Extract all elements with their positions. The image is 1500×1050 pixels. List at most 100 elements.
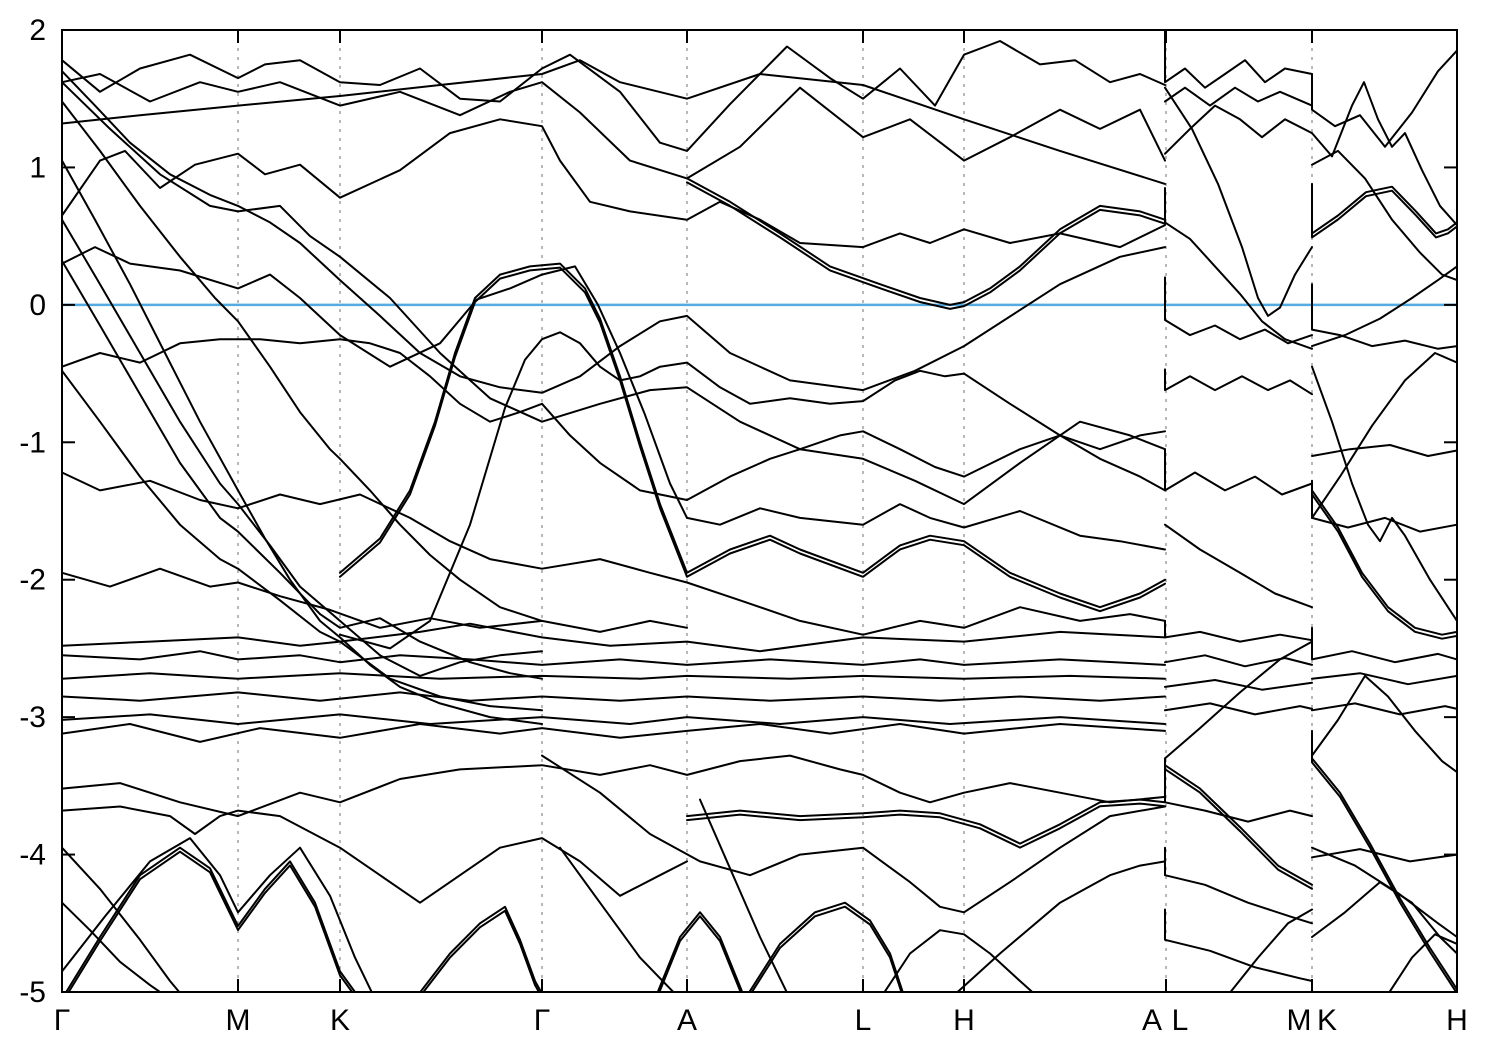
band-curve xyxy=(1311,729,1458,991)
band-curve xyxy=(1311,479,1458,533)
y-axis-labels: 2 1 0 -1 -2 -3 -4 -5 xyxy=(19,14,46,1009)
band-curve xyxy=(1311,702,1458,716)
band-curve xyxy=(339,262,1166,609)
band-curve xyxy=(1311,149,1458,282)
band-curve xyxy=(1311,846,1458,938)
y-axis-tick-label: -5 xyxy=(19,976,46,1009)
band-curve-twin xyxy=(339,266,1166,613)
band-curve xyxy=(61,81,1166,506)
band-curve xyxy=(1164,29,1313,89)
band-curve xyxy=(1164,846,1313,925)
band-curve xyxy=(61,59,1166,185)
band-curve xyxy=(61,691,1166,702)
band-curve xyxy=(61,650,1166,666)
band-curve xyxy=(1164,764,1313,886)
band-curve-twin xyxy=(66,850,355,993)
band-curve xyxy=(699,798,789,993)
plot-border xyxy=(61,29,1458,993)
x-axis-kpoint-label: A xyxy=(1142,1004,1162,1037)
band-curve xyxy=(61,723,1166,743)
band-curve xyxy=(1164,757,1313,823)
x-axis-kpoint-label: H xyxy=(1446,1004,1468,1037)
band-curve xyxy=(1228,908,1313,993)
band-curve xyxy=(1311,283,1458,350)
x-axis-kpoint-label: K xyxy=(1317,1004,1337,1037)
band-curve xyxy=(61,901,164,993)
band-curve xyxy=(1311,848,1458,863)
band-curve xyxy=(1164,86,1313,317)
band-curve xyxy=(1311,881,1458,955)
band-curve xyxy=(61,159,543,725)
x-axis-kpoint-label: K xyxy=(330,1004,350,1037)
band-curve xyxy=(61,837,374,993)
band-curve xyxy=(1311,489,1458,636)
band-curve xyxy=(1164,187,1313,350)
band-curve xyxy=(1311,265,1458,348)
band-curve xyxy=(61,567,688,633)
x-axis-kpoint-label: Γ xyxy=(54,1004,71,1037)
band-curve xyxy=(61,713,1166,725)
band-curve-twin xyxy=(1311,186,1458,239)
band-curve xyxy=(1164,679,1313,691)
band-curve xyxy=(1311,626,1458,664)
band-curve-twin xyxy=(657,915,743,993)
band-curve xyxy=(1311,672,1458,686)
x-axis-kpoint-label: L xyxy=(1172,1004,1189,1037)
x-axis-kpoint-label: M xyxy=(1287,1004,1312,1037)
band-curve xyxy=(61,672,1166,680)
band-curve xyxy=(1311,674,1458,774)
band-curve xyxy=(1311,182,1458,235)
band-curve xyxy=(61,338,1166,501)
band-curve xyxy=(1164,86,1313,107)
band-curve xyxy=(61,218,543,677)
band-curve xyxy=(1164,908,1313,982)
band-curve xyxy=(61,100,543,622)
band-curve xyxy=(1164,104,1313,155)
band-curve xyxy=(61,118,1166,249)
band-curve xyxy=(559,846,676,993)
band-curve xyxy=(1311,352,1458,519)
band-curve-twin xyxy=(1164,768,1313,890)
band-curve xyxy=(1311,444,1458,457)
band-curve xyxy=(1311,49,1458,148)
band-curve xyxy=(656,911,744,993)
band-curve xyxy=(64,846,357,993)
band-curve xyxy=(1164,448,1313,496)
y-axis-tick-label: -4 xyxy=(19,839,46,872)
band-curve xyxy=(1164,640,1313,760)
band-curve xyxy=(1164,368,1313,396)
y-axis-tick-label: -1 xyxy=(19,426,46,459)
plot-frame xyxy=(61,29,1458,993)
band-curve xyxy=(61,805,688,904)
band-curve xyxy=(1387,933,1458,993)
x-axis-kpoint-label: Γ xyxy=(534,1004,551,1037)
band-curve-twin xyxy=(421,909,541,993)
band-curve xyxy=(1164,619,1313,643)
band-curve xyxy=(1311,81,1458,227)
band-curve xyxy=(747,901,905,993)
band-curve xyxy=(61,471,1166,636)
gridlines xyxy=(237,30,1313,992)
band-curve xyxy=(61,846,182,993)
band-curve xyxy=(686,798,1166,845)
y-axis-tick-label: 2 xyxy=(29,14,46,47)
x-axis-kpoint-label: L xyxy=(855,1004,872,1037)
y-axis-tick-label: -3 xyxy=(19,701,46,734)
band-curve xyxy=(418,905,543,993)
bands xyxy=(61,29,1458,993)
band-curve-twin xyxy=(686,181,1166,310)
y-axis-tick-label: 0 xyxy=(29,289,46,322)
band-curve xyxy=(1311,365,1458,622)
axis-ticks xyxy=(62,29,1457,993)
band-curve-twin xyxy=(686,802,1166,849)
band-curve xyxy=(339,331,1166,650)
band-curve xyxy=(61,754,1166,818)
band-curve xyxy=(955,860,1166,993)
band-curve xyxy=(1164,702,1313,716)
band-curve xyxy=(686,177,1166,306)
x-axis-kpoint-label: H xyxy=(953,1004,975,1037)
band-curve xyxy=(61,246,1166,551)
